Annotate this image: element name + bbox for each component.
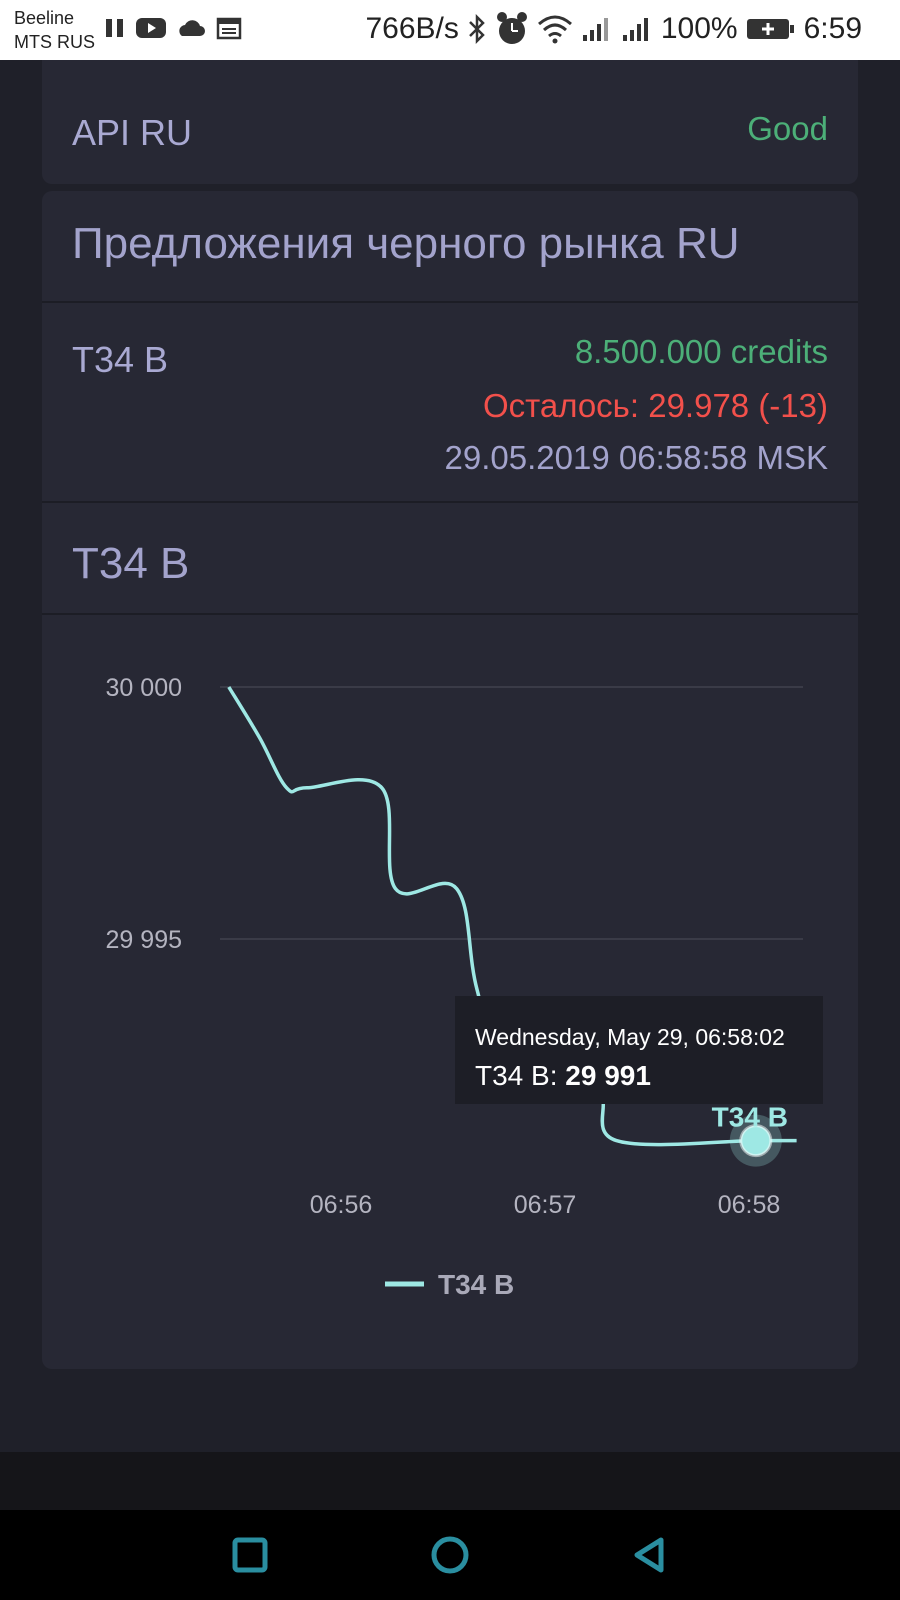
carrier-info: Beeline MTS RUS bbox=[14, 6, 95, 54]
chart-header: T34 B bbox=[42, 503, 858, 615]
net-speed: 766B/s bbox=[365, 12, 459, 45]
chart-tooltip: Wednesday, May 29, 06:58:02 T34 B: 29 99… bbox=[455, 996, 823, 1104]
chart-section-title: T34 B bbox=[72, 539, 190, 588]
offer-row[interactable]: T34 B 8.500.000 credits Осталось: 29.978… bbox=[42, 303, 858, 503]
item-price: 8.500.000 credits bbox=[574, 333, 828, 370]
status-bar: Beeline MTS RUS 766B/s bbox=[0, 0, 900, 60]
bluetooth-icon bbox=[467, 13, 487, 45]
carrier-2: MTS RUS bbox=[14, 32, 95, 52]
y-tick-label: 29 995 bbox=[106, 926, 182, 954]
carrier-1: Beeline bbox=[14, 8, 75, 28]
market-card: Предложения черного рынка RU T34 B 8.500… bbox=[42, 191, 858, 1369]
tooltip-value-line: T34 B: 29 991 bbox=[475, 1058, 803, 1094]
tooltip-series-label: T34 B: bbox=[475, 1060, 566, 1091]
price-chart[interactable]: 30 000 29 995 06:56 06:57 06:58 T34 B T34 B bbox=[0, 0, 900, 1400]
signal-icon bbox=[581, 15, 613, 43]
notification-icons bbox=[104, 16, 242, 40]
legend-label: T34 B bbox=[438, 1269, 514, 1300]
tooltip-value: 29 991 bbox=[565, 1060, 651, 1091]
home-icon bbox=[431, 1536, 469, 1574]
battery-icon bbox=[746, 16, 796, 42]
item-remaining: Осталось: 29.978 (-13) bbox=[482, 387, 828, 424]
status-right: 766B/s 100% 6:59 bbox=[365, 10, 862, 48]
youtube-icon bbox=[136, 17, 166, 39]
x-tick-label: 06:57 bbox=[514, 1191, 577, 1219]
clock: 6:59 bbox=[803, 12, 862, 45]
item-name: T34 B bbox=[72, 339, 169, 380]
market-header: Предложения черного рынка RU bbox=[42, 191, 858, 303]
battery-percent: 100% bbox=[660, 12, 738, 45]
y-tick-label: 30 000 bbox=[106, 674, 182, 702]
market-title: Предложения черного рынка RU bbox=[72, 219, 740, 268]
series-line-t34b bbox=[227, 686, 797, 1147]
calendar-icon bbox=[216, 16, 242, 40]
x-tick-label: 06:58 bbox=[718, 1191, 781, 1219]
api-status-value: Good bbox=[747, 110, 828, 147]
home-button[interactable] bbox=[427, 1532, 473, 1578]
cloud-icon bbox=[176, 17, 206, 39]
back-button[interactable] bbox=[627, 1532, 673, 1578]
navigation-bar bbox=[0, 1510, 900, 1600]
alarm-icon bbox=[495, 10, 529, 48]
hover-point[interactable] bbox=[739, 1124, 773, 1158]
tooltip-date: Wednesday, May 29, 06:58:02 bbox=[475, 1024, 785, 1050]
recent-apps-icon bbox=[232, 1537, 268, 1573]
series-end-label: T34 B bbox=[712, 1102, 788, 1133]
api-label: API RU bbox=[72, 112, 193, 153]
x-tick-label: 06:56 bbox=[310, 1191, 373, 1219]
pause-icon bbox=[104, 17, 126, 39]
wifi-icon bbox=[537, 14, 573, 44]
back-icon bbox=[634, 1537, 664, 1573]
bottom-strip bbox=[0, 1452, 900, 1510]
api-status-card: API RU Good bbox=[42, 60, 858, 184]
recent-apps-button[interactable] bbox=[227, 1532, 273, 1578]
signal-icon bbox=[621, 15, 653, 43]
item-timestamp: 29.05.2019 06:58:58 MSK bbox=[444, 439, 828, 476]
chart-legend[interactable]: T34 B bbox=[385, 1269, 514, 1300]
